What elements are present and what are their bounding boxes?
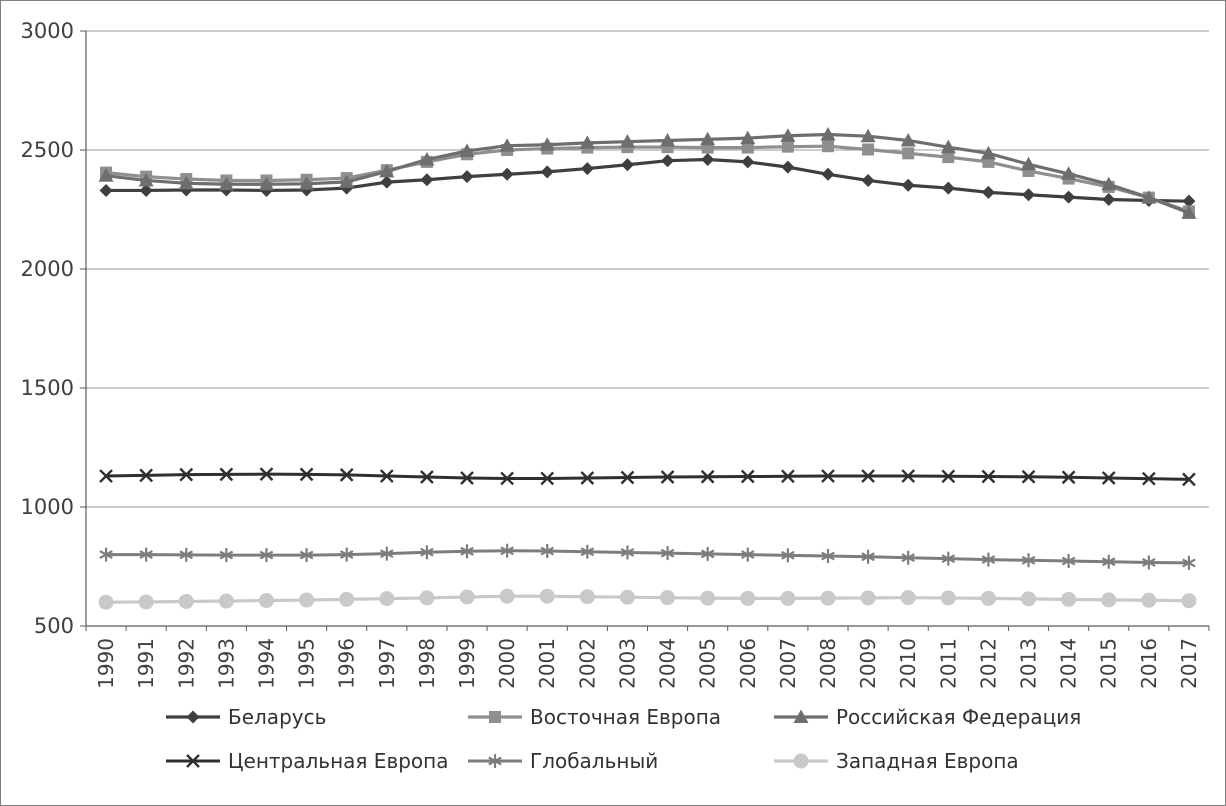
legend-marker-diamond-icon [166, 710, 220, 724]
x-tick-label: 1991 [134, 638, 158, 689]
x-tick-label: 1999 [455, 638, 479, 689]
legend-label: Российская Федерация [836, 705, 1082, 729]
x-tick-label: 2003 [615, 638, 639, 689]
series-markers [100, 140, 1195, 218]
y-axis-labels: 500 1000 1500 2000 2500 3000 [21, 19, 74, 638]
legend-item-5: Глобальный [466, 749, 772, 773]
x-tick-label: 1990 [94, 638, 118, 689]
x-tick-label: 1995 [295, 638, 319, 689]
x-tick-label: 1997 [375, 638, 399, 689]
y-tick-label: 2500 [21, 138, 74, 162]
x-tick-label: 2015 [1097, 638, 1121, 689]
y-tick-label: 2000 [21, 257, 74, 281]
x-tick-label: 2002 [575, 638, 599, 689]
legend-label: Западная Европа [836, 749, 1019, 773]
series-3 [98, 127, 1197, 219]
series-line [104, 594, 1191, 604]
series-markers [99, 543, 1196, 570]
axes [85, 31, 1210, 631]
x-tick-label: 1998 [415, 638, 439, 689]
series-6 [98, 588, 1197, 610]
legend-item-1: Беларусь [164, 705, 466, 729]
legend-marker-triangle-icon [774, 709, 828, 723]
x-tick-label: 2011 [936, 638, 960, 689]
x-tick-label: 2000 [495, 638, 519, 689]
x-tick-label: 2017 [1177, 638, 1201, 689]
x-tick-label: 1994 [254, 638, 278, 689]
legend-label: Восточная Европа [530, 705, 722, 729]
legend-item-6: Западная Европа [772, 749, 1081, 773]
series-1 [99, 153, 1196, 208]
series-markers [98, 588, 1197, 610]
y-tick-label: 1000 [21, 495, 74, 519]
x-tick-label: 2005 [696, 638, 720, 689]
x-tick-label: 2010 [896, 638, 920, 689]
legend-label: Центральная Европа [228, 749, 449, 773]
legend-item-2: Восточная Европа [466, 705, 772, 729]
legend-marker-x-icon [166, 754, 220, 768]
legend-marker-circle-icon [774, 753, 828, 769]
x-tick-label: 2007 [776, 638, 800, 689]
x-tick-label: 2001 [535, 638, 559, 689]
x-tick-label: 2016 [1137, 638, 1161, 689]
x-tick-label: 2012 [976, 638, 1000, 689]
legend-marker-square-icon [468, 711, 522, 723]
x-axis-labels: 1990 1991 1992 1993 1994 1995 1996 1997 1998 1999… [94, 638, 1201, 689]
legend-item-3: Российская Федерация [772, 705, 1081, 729]
x-tick-label: 1996 [335, 638, 359, 689]
x-tick-label: 2014 [1057, 638, 1081, 689]
y-tick-label: 500 [34, 614, 74, 638]
series-2 [100, 140, 1195, 218]
legend-label: Беларусь [228, 705, 327, 729]
series-line [104, 144, 1191, 214]
chart-legend: Беларусь Восточная Европа Российская Федер… [164, 705, 1081, 773]
x-tick-label: 2009 [856, 638, 880, 689]
legend-item-4: Центральная Европа [164, 749, 466, 773]
series-line [104, 549, 1191, 565]
y-gridlines [80, 30, 1209, 627]
x-tick-label: 2004 [656, 638, 680, 689]
x-tick-label: 2006 [736, 638, 760, 689]
series-5 [99, 543, 1196, 570]
y-tick-label: 3000 [21, 19, 74, 43]
x-tick-label: 1992 [174, 638, 198, 689]
series-line [104, 157, 1191, 203]
y-tick-label: 1500 [21, 376, 74, 400]
x-tick-label: 1993 [214, 638, 238, 689]
series-markers [98, 127, 1197, 219]
series-4 [99, 467, 1196, 487]
legend-label: Глобальный [530, 749, 659, 773]
legend-marker-star-icon [468, 754, 522, 768]
series-line [104, 472, 1191, 481]
series-line [104, 132, 1191, 215]
x-tick-label: 2013 [1017, 638, 1041, 689]
x-tick-label: 2008 [816, 638, 840, 689]
series-markers [99, 467, 1196, 487]
